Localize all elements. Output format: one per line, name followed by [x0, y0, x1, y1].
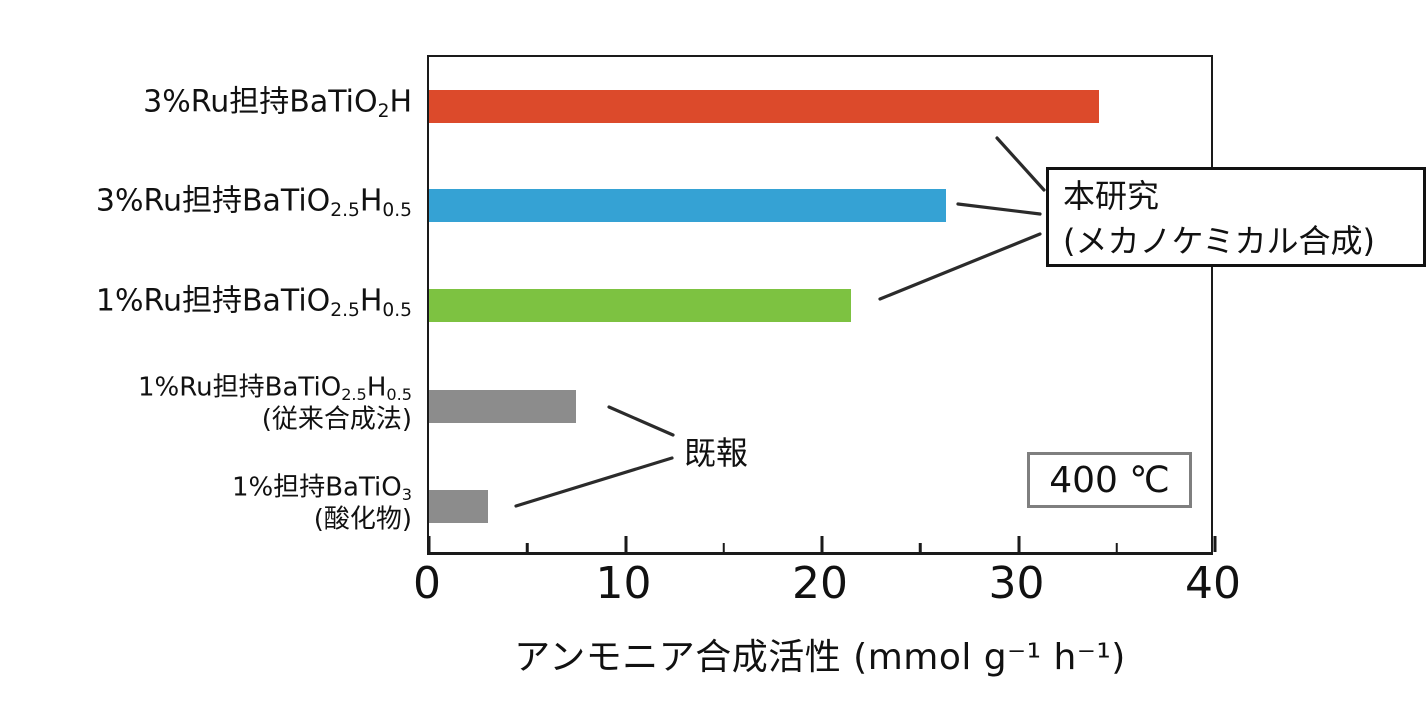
- annotation-temperature-value: 400 ℃: [1049, 459, 1170, 501]
- x-tick-label-30: 30: [988, 558, 1045, 609]
- bar-3ru-batio2h: [429, 89, 1099, 123]
- bar-1ru-batio25h05: [429, 288, 851, 322]
- x-major-tick-40: [1213, 536, 1217, 552]
- x-major-tick-10: [624, 536, 627, 552]
- x-major-tick-30: [1017, 536, 1020, 552]
- annotation-new-work-line2: (メカノケミカル合成): [1063, 222, 1376, 260]
- y-label-note-1-batio3-oxide: (酸化物): [313, 504, 412, 535]
- x-tick-label-10: 10: [595, 558, 652, 609]
- x-tick-label-0: 0: [413, 558, 441, 609]
- y-label-1ru-batio25h05: 1%Ru担持BaTiO2.5H0.5: [95, 283, 412, 321]
- x-major-tick-20: [820, 536, 824, 552]
- annotation-temperature-box: 400 ℃: [1027, 452, 1192, 508]
- bar-1-batio3-oxide: [429, 489, 488, 523]
- y-label-3ru-batio2h: 3%Ru担持BaTiO2H: [143, 84, 412, 122]
- bar-1ru-batio25h05-conventional: [429, 389, 576, 423]
- x-tick-label-40: 40: [1185, 558, 1241, 609]
- bar-3ru-batio25h05: [429, 188, 946, 222]
- x-minor-tick-35: [1115, 543, 1119, 552]
- annotation-prior-work: 既報: [684, 434, 749, 472]
- y-label-note-1ru-batio25h05-conventional: (従来合成法): [261, 404, 412, 435]
- x-major-tick-0: [427, 536, 431, 552]
- annotation-new-work-line1: 本研究: [1063, 177, 1160, 215]
- annotation-new-work-box: 本研究 (メカノケミカル合成): [1046, 167, 1426, 267]
- x-axis-title: アンモニア合成活性 (mmol g⁻¹ h⁻¹): [514, 637, 1126, 678]
- x-minor-tick-5: [526, 543, 529, 552]
- x-minor-tick-25: [919, 543, 922, 552]
- y-label-1ru-batio25h05-conventional: 1%Ru担持BaTiO2.5H0.5 (従来合成法): [0, 372, 412, 435]
- y-label-3ru-batio25h05: 3%Ru担持BaTiO2.5H0.5: [95, 183, 412, 221]
- y-label-1-batio3-oxide: 1%担持BaTiO3 (酸化物): [0, 472, 412, 535]
- x-minor-tick-15: [722, 543, 726, 552]
- x-tick-label-20: 20: [792, 558, 848, 609]
